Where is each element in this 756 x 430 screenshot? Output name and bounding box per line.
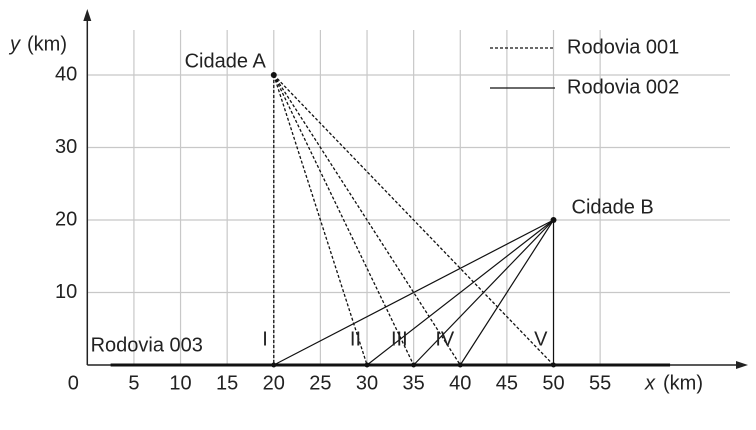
x-tick-label: 20 — [263, 372, 285, 394]
x-tick-label: 30 — [356, 372, 378, 394]
y-axis-label-var: y — [8, 33, 21, 55]
junction-point — [457, 362, 463, 368]
road-segment — [273, 74, 554, 366]
city-label: Cidade B — [572, 196, 654, 218]
x-tick-label: 5 — [128, 372, 139, 394]
y-axis-label-unit: (km) — [27, 33, 67, 55]
junction-label: V — [534, 328, 548, 350]
x-axis-arrow — [736, 361, 748, 369]
city-label: Cidade A — [185, 50, 267, 72]
junction-label: II — [350, 328, 361, 350]
city-point — [550, 217, 557, 223]
road-segment — [413, 219, 554, 366]
y-axis-arrow — [83, 9, 92, 21]
y-tick-label: 10 — [55, 281, 77, 303]
x-tick-label: 50 — [542, 372, 564, 394]
x-tick-label: 55 — [589, 372, 611, 394]
junction-label: III — [391, 328, 408, 350]
junction-point — [411, 362, 417, 368]
road-segment — [459, 219, 555, 366]
legend-label: Rodovia 001 — [567, 36, 679, 58]
x-tick-label: 0 — [68, 372, 79, 394]
y-tick-label: 20 — [55, 208, 77, 230]
base-road-label: Rodovia 003 — [91, 334, 203, 356]
x-tick-label: 25 — [309, 372, 331, 394]
road-segment — [366, 219, 554, 366]
x-tick-label: 10 — [169, 372, 191, 394]
y-tick-label: 40 — [55, 63, 77, 85]
legend-label: Rodovia 002 — [567, 76, 679, 98]
x-tick-label: 35 — [403, 372, 425, 394]
road-segment — [273, 219, 554, 366]
road-segment — [273, 74, 415, 366]
junction-label: I — [262, 328, 268, 350]
road-segment — [273, 74, 368, 366]
x-tick-label: 45 — [496, 372, 518, 394]
junction-point — [271, 362, 277, 368]
y-tick-label: 30 — [55, 136, 77, 158]
x-tick-label: 40 — [449, 372, 471, 394]
x-axis-label-var: x — [644, 372, 656, 394]
junction-point — [551, 362, 557, 368]
x-tick-label: 15 — [216, 372, 238, 394]
junction-label: IV — [435, 328, 455, 350]
x-axis-label-unit: (km) — [663, 372, 703, 394]
junction-point — [364, 362, 370, 368]
city-point — [270, 72, 277, 78]
